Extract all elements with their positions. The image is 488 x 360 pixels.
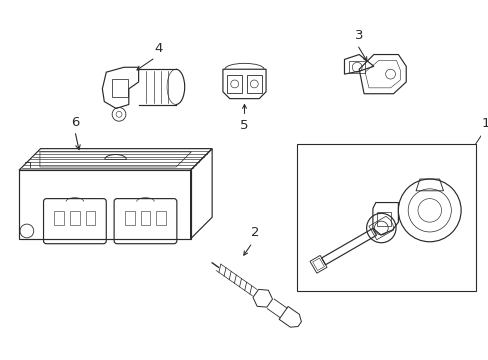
Bar [247,75,262,93]
Bar [70,211,80,225]
Text: 4: 4 [154,41,162,54]
Bar [140,211,150,225]
Text: 5: 5 [240,119,248,132]
Bar [297,144,475,291]
Bar [124,211,134,225]
Text: 1: 1 [480,117,488,130]
Bar [85,211,95,225]
Bar [376,212,390,226]
Bar [112,79,127,97]
Text: 3: 3 [354,29,363,42]
Bar [54,211,64,225]
Bar [226,75,241,93]
Text: 2: 2 [250,226,259,239]
Bar [156,211,166,225]
Text: 6: 6 [71,116,79,129]
Bar [348,62,365,73]
Bar [19,170,190,239]
